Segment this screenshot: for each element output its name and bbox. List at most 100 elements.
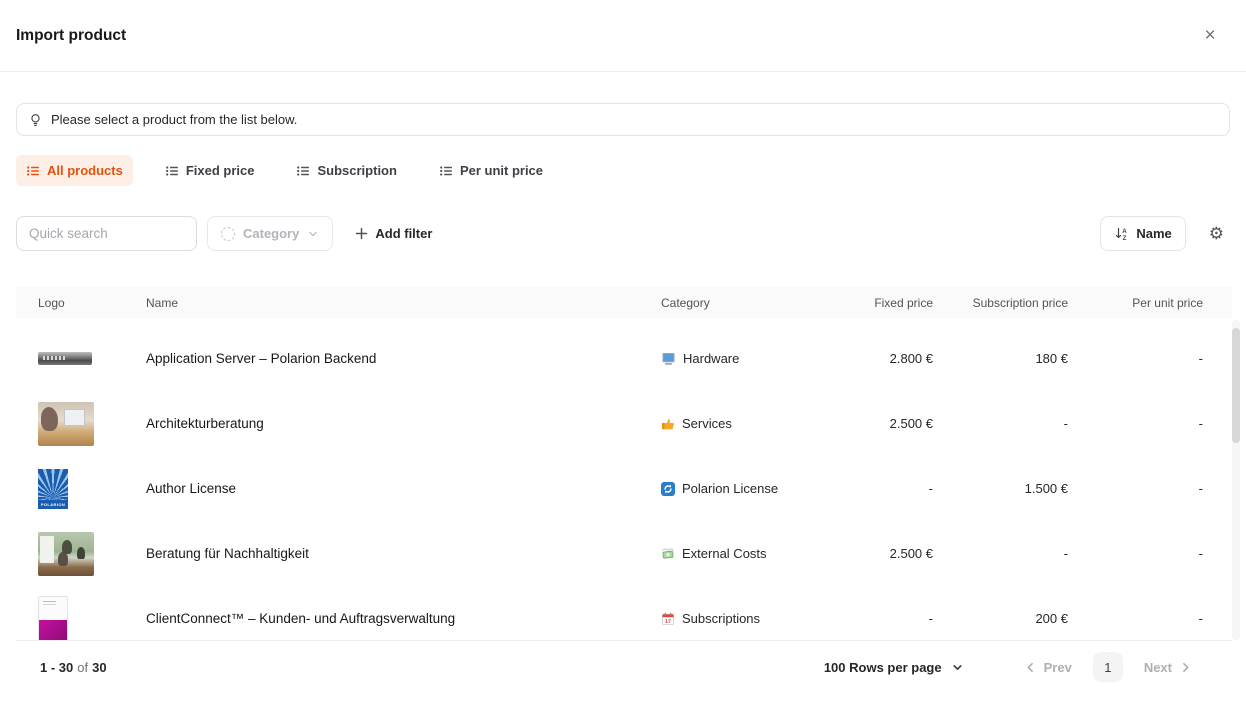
per-unit-price: - — [1198, 611, 1203, 626]
category-label: External Costs — [682, 546, 767, 561]
column-header-per-unit-price: Per unit price — [1132, 295, 1203, 310]
product-logo — [38, 531, 94, 576]
subscription-price: - — [1063, 546, 1068, 561]
table-row[interactable]: ClientConnect™ – Kunden- und Auftragsver… — [16, 586, 1232, 640]
tab-per-unit-price[interactable]: Per unit price — [429, 155, 553, 186]
add-filter-label: Add filter — [375, 226, 433, 241]
sort-label: Name — [1136, 226, 1172, 241]
page-title: Import product — [16, 26, 127, 44]
subscription-price: - — [1063, 416, 1068, 431]
column-header-name: Name — [146, 295, 179, 310]
list-icon — [27, 165, 39, 176]
result-range: 1 - 30 of 30 — [40, 660, 107, 675]
fixed-price: 2.800 € — [889, 351, 933, 366]
column-header-category: Category — [661, 295, 710, 310]
svg-text:Z: Z — [1123, 235, 1127, 241]
per-unit-price: - — [1198, 416, 1203, 431]
category-label: Services — [682, 416, 732, 431]
calendar-icon: 17 — [662, 612, 674, 625]
per-unit-price: - — [1198, 351, 1203, 366]
gear-icon[interactable]: ⚙ — [1208, 224, 1224, 243]
prev-page-button[interactable]: Prev — [1024, 660, 1072, 675]
column-header-logo: Logo — [38, 295, 65, 310]
product-name: Author License — [146, 481, 237, 496]
search-input[interactable] — [16, 216, 197, 251]
category-filter-button[interactable]: Category — [207, 216, 334, 251]
table-row[interactable]: Architekturberatung Services 2.500 € - - — [16, 391, 1232, 456]
column-header-fixed-price: Fixed price — [874, 295, 933, 310]
chevron-left-icon — [1027, 662, 1033, 672]
filter-toolbar: Category Add filter AZ Name ⚙ — [16, 216, 1230, 251]
close-icon[interactable]: × — [1196, 22, 1224, 50]
thumbs-up-icon — [662, 418, 674, 429]
svg-text:17: 17 — [665, 619, 671, 625]
product-name: Beratung für Nachhaltigkeit — [146, 546, 309, 561]
product-logo — [38, 401, 94, 446]
scrollbar-thumb[interactable] — [1232, 328, 1240, 443]
svg-text:A: A — [1123, 228, 1128, 235]
product-filter-tabs: All products Fixed price Subscription Pe… — [16, 155, 553, 186]
chevron-down-icon — [953, 664, 962, 670]
polarion-caption: POLARION — [40, 501, 66, 507]
category-filter-label: Category — [243, 226, 300, 241]
table-scrollbar[interactable] — [1232, 320, 1240, 640]
product-name: Application Server – Polarion Backend — [146, 351, 377, 366]
subscription-price: 200 € — [1035, 611, 1068, 626]
tab-subscription[interactable]: Subscription — [286, 155, 406, 186]
chevron-down-icon — [309, 231, 318, 236]
next-page-button[interactable]: Next — [1144, 660, 1192, 675]
of-label: of — [77, 659, 89, 675]
product-logo — [38, 595, 68, 640]
prev-label: Prev — [1043, 659, 1072, 675]
plus-icon — [356, 227, 368, 240]
sort-az-icon: AZ — [1116, 228, 1128, 241]
category-label: Hardware — [683, 351, 740, 366]
subscription-price: 180 € — [1035, 351, 1068, 366]
per-unit-price: - — [1198, 481, 1203, 496]
money-wings-icon — [662, 547, 674, 559]
next-label: Next — [1143, 659, 1172, 675]
category-label: Subscriptions — [682, 611, 761, 626]
table-row[interactable]: Beratung für Nachhaltigkeit External Cos… — [16, 521, 1232, 586]
rows-per-page-label: 100 Rows per page — [823, 659, 942, 675]
column-header-subscription-price: Subscription price — [972, 295, 1068, 310]
product-table: Application Server – Polarion Backend Ha… — [16, 318, 1232, 641]
tab-label: Subscription — [317, 163, 397, 178]
tab-label: Fixed price — [185, 163, 255, 178]
tab-label: Per unit price — [459, 163, 544, 178]
tab-fixed-price[interactable]: Fixed price — [155, 155, 265, 186]
sync-blue-icon — [661, 481, 675, 496]
list-icon — [165, 165, 178, 176]
fixed-price: 2.500 € — [889, 416, 933, 431]
list-icon — [297, 165, 310, 176]
product-logo: POLARION — [38, 468, 68, 509]
lightbulb-icon — [31, 113, 40, 126]
info-banner: Please select a product from the list be… — [16, 103, 1230, 136]
product-name: ClientConnect™ – Kunden- und Auftragsver… — [146, 611, 456, 626]
table-row[interactable]: POLARION Author License Polarion License… — [16, 456, 1232, 521]
tab-label: All products — [47, 163, 123, 178]
dashed-circle-icon — [221, 226, 235, 241]
add-filter-button[interactable]: Add filter — [355, 226, 432, 241]
pager: Prev 1 Next — [1024, 652, 1192, 682]
computer-icon — [662, 352, 675, 365]
fixed-price: - — [928, 611, 933, 626]
category-label: Polarion License — [682, 481, 779, 496]
fixed-price: - — [928, 481, 933, 496]
range-values: 1 - 30 — [40, 659, 74, 675]
rows-per-page-select[interactable]: 100 Rows per page — [824, 660, 964, 675]
pagination-bar: 1 - 30 of 30 100 Rows per page Prev 1 Next — [0, 649, 1246, 685]
product-name: Architekturberatung — [146, 416, 264, 431]
tab-all-products[interactable]: All products — [16, 155, 133, 186]
per-unit-price: - — [1198, 546, 1203, 561]
table-row[interactable]: Application Server – Polarion Backend Ha… — [16, 326, 1232, 391]
table-header: Logo Name Category Fixed price Subscript… — [16, 287, 1232, 318]
page-number-button[interactable]: 1 — [1092, 652, 1123, 682]
product-logo — [38, 352, 92, 365]
modal-header: Import product × — [0, 0, 1246, 72]
subscription-price: 1.500 € — [1024, 481, 1068, 496]
fixed-price: 2.500 € — [889, 546, 933, 561]
chevron-right-icon — [1183, 662, 1189, 672]
banner-text: Please select a product from the list be… — [51, 112, 298, 127]
